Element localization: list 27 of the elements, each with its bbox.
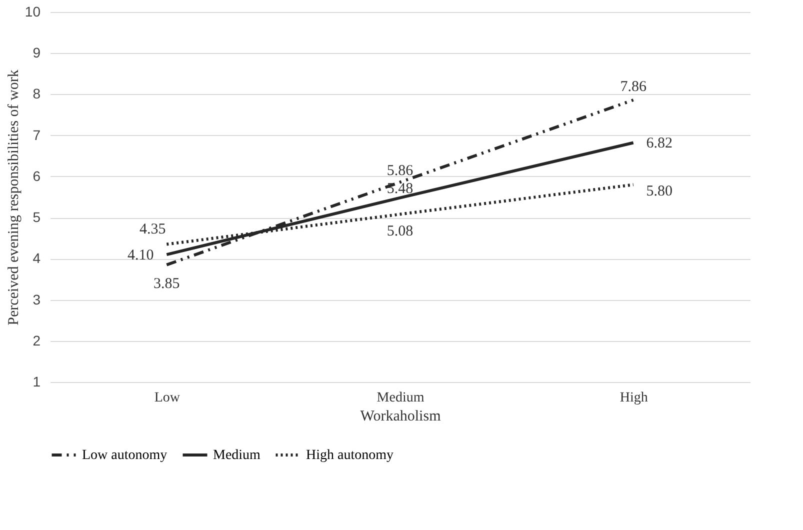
- y-tick-label: 7: [32, 126, 41, 143]
- x-tick-label: High: [620, 390, 648, 406]
- y-tick-label: 4: [32, 250, 41, 266]
- y-tick-label: 2: [32, 332, 41, 348]
- data-label: 5.80: [646, 184, 672, 200]
- x-axis-title: Workaholism: [360, 408, 442, 424]
- x-tick-label: Medium: [376, 390, 424, 406]
- y-tick-label: 1: [32, 374, 41, 390]
- legend-label: Medium: [213, 448, 261, 463]
- y-tick-label: 3: [32, 291, 41, 308]
- y-tick-label: 10: [24, 4, 41, 20]
- y-tick-label: 9: [32, 44, 41, 61]
- data-label: 5.08: [386, 223, 414, 240]
- data-label: 5.48: [386, 180, 414, 197]
- data-label: 4.10: [128, 248, 154, 264]
- y-tick-label: 6: [32, 168, 41, 184]
- data-label: 4.35: [140, 221, 166, 238]
- legend-label: Low autonomy: [82, 448, 168, 463]
- legend-label: High autonomy: [306, 448, 394, 463]
- data-label: 5.86: [386, 163, 414, 180]
- y-tick-label: 5: [32, 209, 41, 226]
- data-label: 7.86: [620, 78, 647, 95]
- x-tick-label: Low: [154, 390, 181, 406]
- data-label: 6.82: [646, 136, 672, 152]
- y-tick-label: 8: [32, 86, 41, 102]
- data-label: 3.85: [154, 276, 180, 292]
- y-axis-title: Perceived evening responsibilities of work: [6, 69, 22, 326]
